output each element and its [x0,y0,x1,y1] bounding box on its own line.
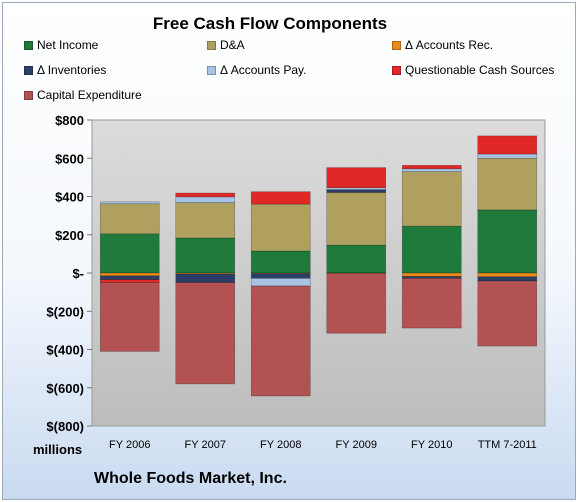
company-name: Whole Foods Market, Inc. [94,470,287,487]
chart-title: Free Cash Flow Components [152,14,388,33]
legend-swatch-net-income [24,40,33,50]
bar-segment [175,192,236,198]
bar-segment [175,196,236,203]
x-tick-label: FY 2010 [411,439,452,451]
bar-segment [401,168,462,172]
bar-segment [401,225,462,274]
x-tick-label: FY 2007 [185,439,226,451]
y-tick-label: $(800) [46,419,84,434]
bar-segment [401,165,462,170]
bar-segment [477,157,538,211]
y-tick-label: $600 [55,151,84,166]
bar-segment [401,278,462,329]
x-tick-label: FY 2008 [260,439,301,451]
bar-segment [175,202,236,239]
bar-segment [250,285,311,397]
bar-segment [326,273,387,334]
y-tick-label: $(600) [46,381,84,396]
bar-segment [99,203,160,235]
bar-segment [99,201,160,205]
x-tick-label: TTM 7-2011 [478,439,537,451]
bar-segment [477,135,538,155]
bar-segment [175,282,236,385]
legend-item-d-and-a: D&A [207,38,245,52]
bar-segment [401,171,462,227]
legend-label-questionable-cash: Questionable Cash Sources [405,63,555,77]
bar-segment [477,153,538,159]
legend-item-capital-expenditure: Capital Expenditure [24,88,142,102]
legend-swatch-accounts-rec [392,40,401,50]
bar-segment [99,279,160,283]
y-tick-label: $200 [55,228,84,243]
bar-segment [250,278,311,287]
bar-segment [99,275,160,280]
plot-area [91,119,546,427]
y-axis: $800 $600 $400 $200 $- $(200) $(400) $(600) $(80… [46,113,92,434]
legend-swatch-d-and-a [207,40,216,50]
bar-segment [250,273,311,279]
legend-item-questionable-cash: Questionable Cash Sources [392,63,554,77]
y-tick-label: $(400) [46,343,84,358]
legend-label-accounts-pay: Δ Accounts Pay. [220,63,307,77]
bar-segment [477,276,538,282]
legend-item-net-income: Net Income [24,38,98,52]
bar-segment [477,272,538,278]
legend-swatch-accounts-pay [207,65,216,75]
legend-swatch-capital-expenditure [24,90,33,100]
bar-segment [326,192,387,246]
legend-swatch-inventories [24,65,33,75]
bar-segment [477,209,538,274]
units-label: millions [33,442,83,457]
legend-label-accounts-rec: Δ Accounts Rec. [405,38,494,52]
bar-segment [99,282,160,352]
bar-segment [99,233,160,274]
legend-item-accounts-rec: Δ Accounts Rec. [392,38,493,52]
legend-label-inventories: Δ Inventories [37,63,107,77]
bar-segment [250,191,311,205]
bar-segment [250,203,311,252]
bar-segment [175,237,236,274]
y-tick-label: $- [72,266,84,281]
x-tick-label: FY 2009 [336,439,377,451]
bar-segment [401,272,462,277]
bar-segment [175,273,236,283]
bar-segment [326,167,387,189]
legend-label-d-and-a: D&A [220,38,245,52]
legend-swatch-questionable-cash [392,65,401,75]
legend-item-accounts-pay: Δ Accounts Pay. [207,63,307,77]
legend-label-capital-expenditure: Capital Expenditure [37,88,142,102]
y-tick-label: $800 [55,113,84,128]
bar-stacks [99,135,538,397]
bar-segment [326,244,387,274]
y-tick-label: $400 [55,190,84,205]
bar-segment [250,250,311,274]
y-tick-label: $(200) [46,304,84,319]
x-tick-label: FY 2006 [109,439,150,451]
legend-item-inventories: Δ Inventories [24,63,106,77]
bar-segment [477,280,538,347]
bar-segment [326,189,387,193]
bar-segment [99,272,160,277]
x-axis: FY 2006 FY 2007 FY 2008 FY 2009 FY 2010 TTM 7… [109,439,537,451]
legend-label-net-income: Net Income [37,38,99,52]
